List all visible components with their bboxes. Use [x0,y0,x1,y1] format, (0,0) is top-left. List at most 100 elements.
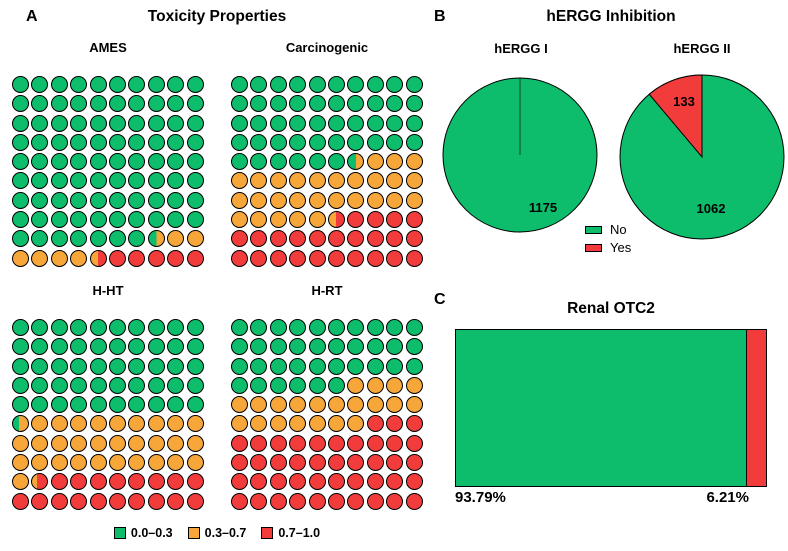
waffle-cell [327,357,345,375]
waffle-cell [12,434,29,452]
waffle-cell [386,153,404,171]
waffle-cell [147,153,165,171]
waffle-cell [250,211,268,229]
waffle-cell [386,338,404,356]
waffle-cell [327,230,345,248]
waffle-cell [147,415,165,433]
waffle-cell [347,357,365,375]
waffle-cell [250,114,268,132]
waffle-cell [50,454,68,472]
waffle-cell [50,492,68,510]
waffle-cell [70,415,88,433]
waffle-cell [269,249,287,267]
waffle-cell [250,153,268,171]
waffle-cell [186,434,204,452]
waffle-cell [269,172,287,190]
waffle-cell [31,338,49,356]
waffle-cell [347,76,365,93]
waffle-cell [147,76,165,93]
waffle-cell [308,376,326,394]
waffle-cell [147,454,165,472]
waffle-cell [289,357,307,375]
waffle-cell [31,492,49,510]
waffle-cell [108,492,126,510]
waffle-cell [347,95,365,113]
waffle-cell [147,338,165,356]
waffle-cell [167,415,185,433]
waffle-cell [366,172,384,190]
waffle-cell [386,376,404,394]
bar-segment-no [456,330,747,486]
waffle-cell [231,434,248,452]
waffle-cell [128,153,146,171]
waffle-cell [31,172,49,190]
waffle-cell [289,434,307,452]
waffle-cell [289,249,307,267]
waffle-cell [31,473,49,491]
waffle-cell [405,319,423,336]
waffle-cell [12,153,29,171]
waffle-cell [366,473,384,491]
waffle-cell [308,434,326,452]
waffle-cell [308,396,326,414]
waffle-cell [289,454,307,472]
waffle-cell [167,319,185,336]
waffle-cell [108,172,126,190]
waffle-cell [250,319,268,336]
waffle-cell [231,211,248,229]
waffle-cell [405,415,423,433]
waffle-cell [70,357,88,375]
waffle-cell [269,473,287,491]
waffle-cell [108,454,126,472]
waffle-cell [31,434,49,452]
legend-item-mid: 0.3–0.7 [187,526,246,540]
waffle-cell [327,133,345,151]
waffle-cell [147,249,165,267]
waffle-cell [128,357,146,375]
waffle-cell [386,249,404,267]
waffle-cell [147,172,165,190]
waffle-cell [186,76,204,93]
waffle-cell [289,191,307,209]
waffle-cell [250,454,268,472]
waffle-cell [89,249,107,267]
pie-chart-hergg-ii [619,74,785,240]
waffle-cell [386,319,404,336]
waffle-cell [50,230,68,248]
waffle-cell [167,114,185,132]
waffle-cell [269,454,287,472]
waffle-cell [31,133,49,151]
waffle-chart-hht: H-HT [12,283,204,510]
waffle-cell [366,415,384,433]
waffle-cell [366,211,384,229]
waffle-cell [366,357,384,375]
waffle-cell [366,191,384,209]
waffle-cell [50,76,68,93]
waffle-cell [186,357,204,375]
waffle-title-carcinogenic: Carcinogenic [285,40,369,55]
waffle-cell [70,396,88,414]
waffle-cell [128,338,146,356]
waffle-cell [308,492,326,510]
waffle-cell [327,114,345,132]
waffle-cell [308,172,326,190]
waffle-chart-ames: AMES [12,40,204,267]
waffle-cell [186,415,204,433]
waffle-cell [147,191,165,209]
waffle-cell [108,357,126,375]
hergg-legend: No Yes [585,222,631,255]
waffle-cell [250,230,268,248]
waffle-cell [308,319,326,336]
waffle-cell [70,172,88,190]
waffle-cell [366,76,384,93]
waffle-cell [147,230,165,248]
legend-item-low: 0.0–0.3 [113,526,173,540]
waffle-cell [308,473,326,491]
waffle-cell [147,319,165,336]
waffle-cell [231,454,248,472]
waffle-grid-hrt [231,319,423,510]
waffle-cell [50,133,68,151]
waffle-cell [89,434,107,452]
waffle-cell [366,338,384,356]
waffle-cell [366,153,384,171]
